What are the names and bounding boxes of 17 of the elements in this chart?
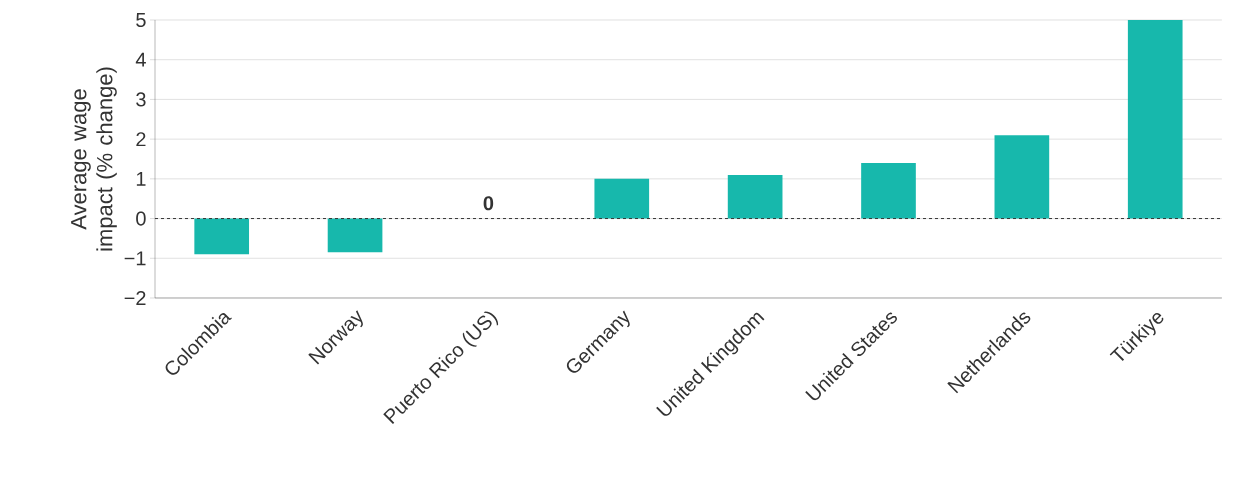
- y-tick-label: 0: [136, 211, 146, 226]
- y-tick-label: −2: [124, 291, 146, 305]
- y-tick-label: 2: [136, 132, 146, 147]
- y-tick-label: 5: [136, 13, 146, 27]
- data-label: 0: [483, 196, 494, 211]
- y-tick-label: −1: [124, 251, 146, 266]
- bar: [1127, 19, 1183, 219]
- bar: [194, 218, 250, 255]
- bar: [727, 174, 783, 219]
- bar: [327, 218, 383, 253]
- y-axis-title: Average wage impact (% change): [71, 67, 117, 251]
- y-tick-label: 1: [136, 171, 146, 186]
- bar: [861, 162, 916, 219]
- y-tick-label: 4: [135, 52, 146, 67]
- bar: [994, 135, 1050, 219]
- bar: [594, 178, 650, 219]
- y-tick-label: 3: [136, 92, 146, 107]
